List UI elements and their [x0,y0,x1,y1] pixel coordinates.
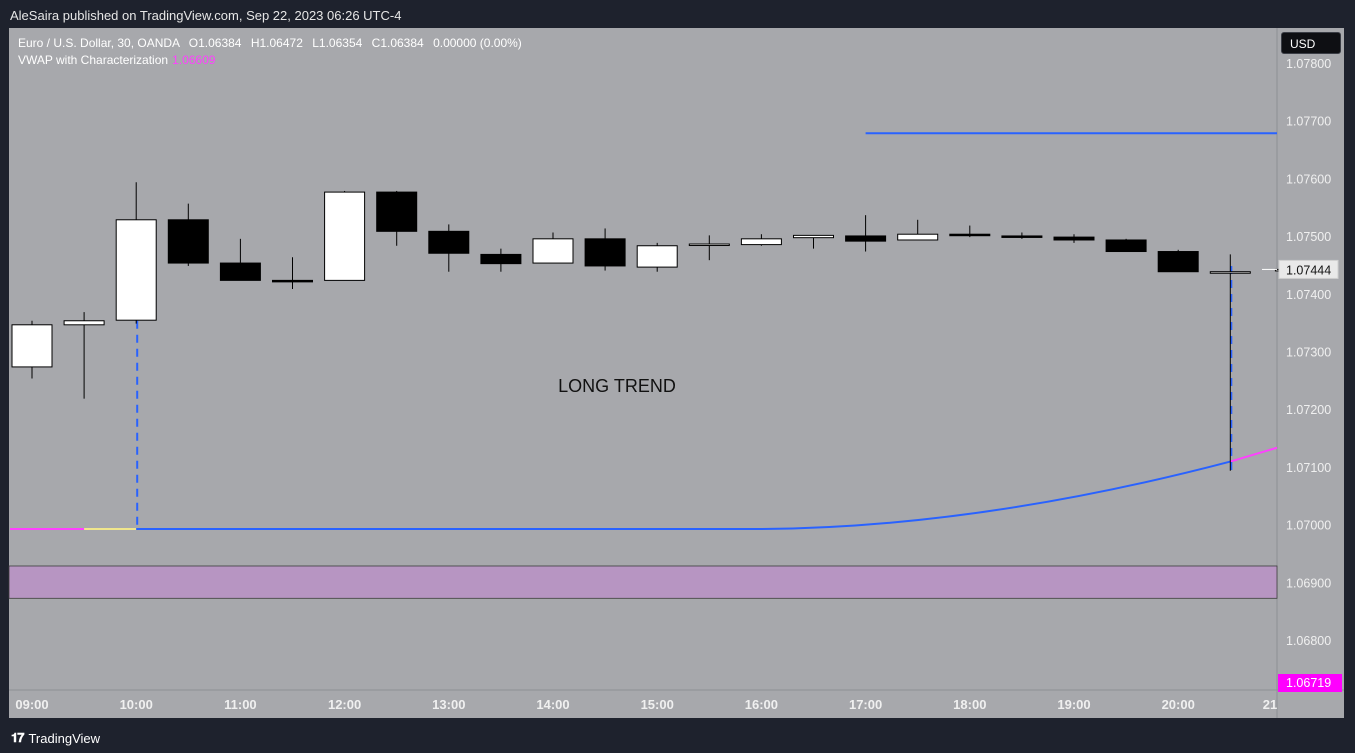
time-tick-label: 13:00 [432,697,465,712]
vwap-price-tag [1278,674,1342,692]
low-value: 1.06354 [318,36,363,50]
indicator-name[interactable]: VWAP with Characterization [18,53,169,67]
long-trend-annotation: LONG TREND [558,376,676,396]
time-tick-label: 20:00 [1162,697,1195,712]
time-tick-label: 14:00 [536,697,569,712]
candle-body[interactable] [949,233,991,237]
candle-body[interactable] [584,238,626,267]
time-tick-label: 19:00 [1057,697,1090,712]
time-tick-label: 18:00 [953,697,986,712]
high-value: 1.06472 [259,36,303,50]
time-tick-label: 16:00 [745,697,778,712]
candle-body[interactable] [688,243,730,247]
candle-body[interactable] [897,233,939,241]
price-tick-label: 1.07100 [1286,461,1331,475]
candle-body[interactable] [532,238,574,264]
tradingview-logo[interactable]: 𝟏𝟕 TradingView [11,730,100,746]
high-label: H [250,36,260,50]
candle-body[interactable] [376,191,418,232]
time-tick-label: 17:00 [849,697,882,712]
support-zone [8,565,1278,599]
price-tick-label: 1.06900 [1286,576,1331,590]
symbol-title[interactable]: Euro / U.S. Dollar, 30, OANDA [18,36,180,50]
candle-body[interactable] [1157,251,1199,273]
open-label: O [188,36,199,50]
time-tick-label: 15:00 [641,697,674,712]
price-tick-label: 1.07500 [1286,230,1331,244]
candle-body[interactable] [636,245,678,268]
candle-body[interactable] [1053,236,1095,241]
candle-body[interactable] [324,191,366,281]
low-label: L [312,36,319,50]
legend-ohlc-row: Euro / U.S. Dollar, 30, OANDA O1.06384 H… [18,36,522,53]
time-tick-label: 11:00 [224,697,257,712]
candle-body[interactable] [793,234,834,239]
candle-body[interactable] [63,320,105,326]
price-tick-label: 1.07800 [1286,57,1331,71]
time-tick-label: 12:00 [328,697,361,712]
price-tick-label: 1.07700 [1286,115,1331,129]
time-tick-label: 10:00 [120,697,153,712]
top-bar: AleSaira published on TradingView.com, S… [0,0,1355,30]
price-tick-label: 1.07600 [1286,172,1331,186]
candle-body[interactable] [219,262,261,281]
close-label: C [371,36,381,50]
price-tick-label: 1.07400 [1286,288,1331,302]
candle-body[interactable] [740,238,782,246]
candle-body[interactable] [428,230,470,254]
candle-body[interactable] [480,253,522,265]
candle-body[interactable] [845,235,887,242]
price-tick-label: 1.07000 [1286,519,1331,533]
candle-body[interactable] [11,324,53,368]
currency-button[interactable]: USD [1281,32,1341,54]
current-price-label: 1.07444 [1286,263,1331,277]
candle-body[interactable] [167,219,209,264]
price-tick-label: 1.07200 [1286,403,1331,417]
time-tick-label: 09:00 [15,697,48,712]
legend-indicator-row: VWAP with Characterization 1.06609 [18,53,522,70]
close-value: 1.06384 [380,36,424,50]
price-tick-label: 1.07300 [1286,346,1331,360]
vwap-segment-end [1230,446,1278,463]
candle-body[interactable] [1209,271,1251,274]
bottom-bar [0,718,1355,753]
candle-body[interactable] [115,219,157,321]
legend: Euro / U.S. Dollar, 30, OANDA O1.06384 H… [18,36,522,70]
candle-body[interactable] [1001,235,1043,238]
tradingview-logo-icon: 𝟏𝟕 [11,730,25,745]
change-value: 0.00000 (0.00%) [433,36,522,50]
chart-frame [9,28,1344,718]
tradingview-logo-text: TradingView [28,730,101,746]
price-tick-label: 1.06800 [1286,634,1331,648]
open-value: 1.06384 [198,36,242,50]
current-price-tag [1278,259,1339,279]
candle-body[interactable] [272,279,313,283]
indicator-value: 1.06609 [172,53,216,67]
publish-info: AleSaira published on TradingView.com, S… [10,8,402,23]
time-tick-label: 21 [1263,697,1277,712]
vwap-price-label: 1.06719 [1286,676,1331,690]
vwap-line [136,460,1231,531]
candle-body[interactable] [1105,239,1147,253]
